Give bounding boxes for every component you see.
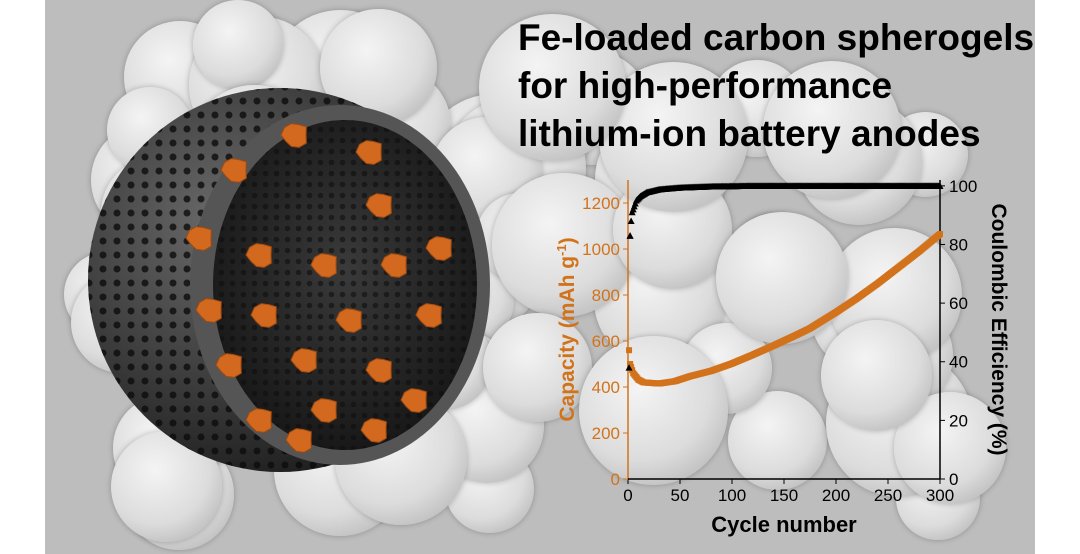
right-tick-label: 60: [949, 294, 968, 313]
microsphere: [763, 60, 902, 199]
right-tick-label: 20: [949, 411, 968, 430]
left-tick-label: 400: [592, 378, 620, 397]
fe-particle: [425, 236, 452, 261]
fe-particle: [415, 303, 442, 328]
coulombic-point: [625, 364, 633, 371]
fe-particle: [285, 428, 312, 453]
fe-particle: [250, 303, 277, 328]
fe-particle: [335, 308, 362, 333]
fe-particle: [400, 388, 427, 413]
left-tick-label: 1000: [582, 240, 620, 259]
x-tick-label: 0: [623, 486, 632, 505]
left-tick-label: 800: [592, 286, 620, 305]
microsphere: [193, 0, 283, 90]
fe-particle: [280, 123, 307, 148]
fe-particle: [365, 193, 392, 218]
x-tick-label: 200: [822, 486, 850, 505]
title-line: Fe-loaded carbon spherogels: [518, 17, 1035, 58]
fe-particle: [215, 353, 242, 378]
microsphere: [492, 173, 636, 317]
left-tick-label: 1200: [582, 194, 620, 213]
fe-particle: [310, 253, 337, 278]
coulombic-point: [626, 232, 634, 239]
sphere-interior-pores: [213, 120, 477, 450]
fe-particle: [380, 253, 407, 278]
right-tick-label: 0: [949, 470, 958, 489]
capacity-point: [626, 347, 633, 354]
fe-particle: [245, 408, 272, 433]
fe-particles: [185, 123, 452, 453]
fe-particle: [290, 348, 317, 373]
fe-particle: [355, 140, 382, 165]
left-tick-label: 0: [611, 470, 620, 489]
x-tick-label: 100: [718, 486, 746, 505]
porous-sphere-illustration: [88, 88, 490, 472]
fe-particle: [220, 158, 247, 183]
microsphere: [820, 319, 932, 431]
right-tick-label: 40: [949, 353, 968, 372]
left-axis-label: Capacity (mAh g-1): [554, 237, 579, 421]
x-tick-label: 300: [926, 486, 954, 505]
left-tick-label: 600: [592, 332, 620, 351]
microsphere: [483, 312, 593, 422]
fe-particle: [365, 358, 392, 383]
left-tick-label: 200: [592, 424, 620, 443]
x-axis-label: Cycle number: [711, 512, 857, 537]
fe-particle: [195, 298, 222, 323]
x-tick-label: 50: [671, 486, 690, 505]
coulombic-point: [936, 182, 944, 189]
title-line: for high-performance: [518, 65, 893, 106]
x-tick-label: 150: [770, 486, 798, 505]
x-tick-label: 250: [874, 486, 902, 505]
right-axis-label: Coulombic Efficiency (%): [987, 203, 1010, 455]
capacity-point: [937, 231, 943, 238]
fe-particle: [310, 398, 337, 423]
fe-particle: [245, 243, 272, 268]
right-tick-label: 80: [949, 235, 968, 254]
capacity-point: [627, 361, 634, 367]
microsphere: [478, 14, 626, 162]
microsphere: [578, 335, 729, 485]
fe-particle: [185, 226, 212, 251]
capacity-point: [628, 364, 635, 371]
right-tick-label: 100: [949, 177, 977, 196]
title: Fe-loaded carbon spherogels for high-per…: [518, 14, 1034, 158]
coulombic-point: [627, 217, 635, 225]
fe-particle: [360, 418, 387, 443]
title-line: lithium-ion battery anodes: [518, 113, 981, 154]
